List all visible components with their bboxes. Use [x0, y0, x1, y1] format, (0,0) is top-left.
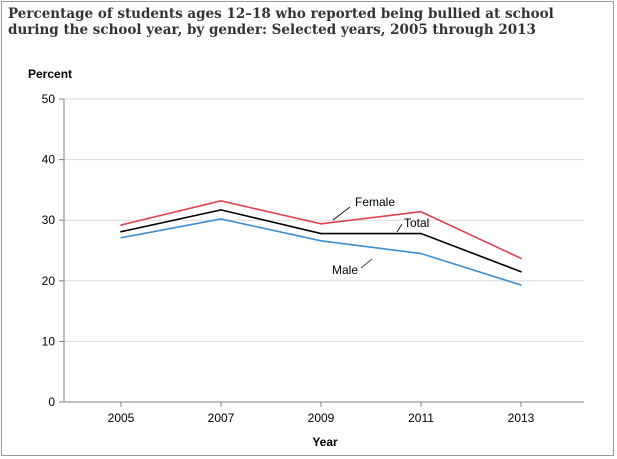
data-point-male: [420, 252, 422, 255]
data-point-male: [120, 236, 122, 239]
series-line-male: [120, 218, 522, 286]
y-tick-label: 30: [42, 213, 56, 227]
y-axis-title: Percent: [28, 67, 72, 81]
series-label-female: Female: [355, 195, 395, 209]
data-point-male: [520, 284, 522, 286]
x-tick-label: 2007: [208, 411, 235, 425]
y-tick-label: 10: [42, 334, 56, 348]
x-tick-label: 2005: [108, 411, 135, 425]
data-point-female: [120, 224, 122, 226]
x-axis-title: Year: [312, 435, 338, 449]
data-point-total: [320, 232, 322, 235]
data-point-total: [220, 209, 222, 211]
data-point-male: [320, 240, 322, 242]
series-line-female: [120, 199, 522, 260]
y-tick-label: 20: [42, 274, 56, 288]
data-point-total: [120, 230, 122, 233]
data-point-female: [420, 210, 422, 213]
data-point-male: [220, 218, 222, 220]
data-point-female: [220, 200, 222, 202]
y-tick-label: 40: [42, 153, 56, 167]
y-tick-label: 50: [42, 92, 56, 106]
series-label-leader: [332, 206, 351, 221]
data-point-total: [520, 270, 522, 273]
series-label-leader: [396, 223, 403, 233]
x-tick-label: 2009: [308, 411, 335, 425]
y-tick-label: 0: [48, 395, 55, 409]
x-tick-label: 2013: [508, 411, 535, 425]
series-label-total: Total: [404, 216, 429, 230]
chart-title: Percentage of students ages 12–18 who re…: [8, 6, 554, 38]
data-point-female: [520, 257, 522, 260]
data-point-female: [320, 223, 322, 225]
series-label-leader: [360, 258, 373, 269]
data-point-total: [420, 232, 422, 235]
series-label-male: Male: [332, 263, 358, 277]
x-tick-label: 2011: [408, 411, 434, 425]
